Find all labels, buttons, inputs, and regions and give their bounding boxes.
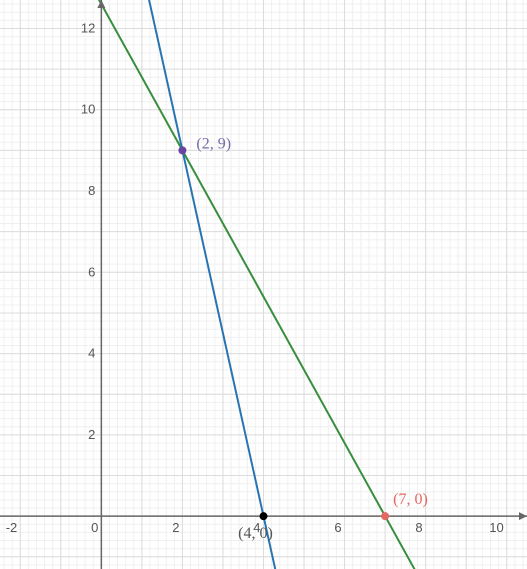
y-tick-label: 6 xyxy=(88,264,95,279)
point-4-0 xyxy=(260,512,268,520)
point-7-0 xyxy=(381,512,389,520)
x-tick-label: 8 xyxy=(415,520,422,535)
y-tick-label: 4 xyxy=(88,346,95,361)
y-tick-label: 2 xyxy=(88,427,95,442)
y-tick-label: 10 xyxy=(81,102,95,117)
x-tick-label: 2 xyxy=(172,520,179,535)
point-7-0-label: (7, 0) xyxy=(393,491,428,508)
point-4-0-label: (4, 0) xyxy=(238,525,273,542)
x-tick-label: -2 xyxy=(6,520,18,535)
point-2-9-label: (2, 9) xyxy=(196,135,231,152)
y-tick-label: 12 xyxy=(81,20,95,35)
x-tick-label: 6 xyxy=(334,520,341,535)
x-tick-label: 10 xyxy=(489,520,503,535)
x-tick-label: 0 xyxy=(91,520,98,535)
point-2-9 xyxy=(178,146,186,154)
y-tick-label: 8 xyxy=(88,183,95,198)
coordinate-plane-chart: -2024681024681012(2, 9)(4, 0)(7, 0) xyxy=(0,0,527,569)
